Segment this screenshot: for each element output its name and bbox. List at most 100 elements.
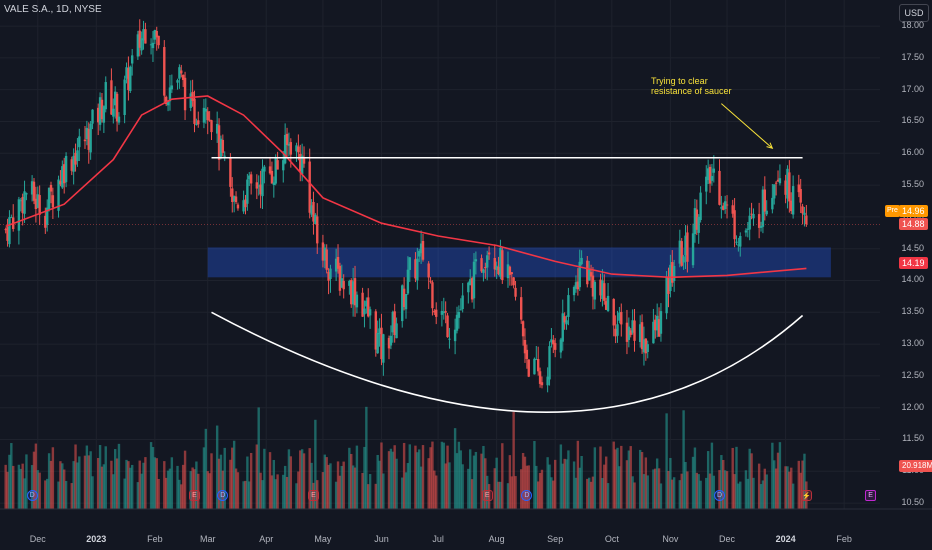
dividend-event-marker[interactable]: D [521, 490, 533, 501]
volume-bar [231, 447, 234, 509]
candle-body [19, 200, 22, 202]
candle-body [759, 226, 763, 228]
premarket-price-tag: 14.96 [899, 205, 928, 217]
volume-bar [614, 449, 617, 509]
volume-bar [672, 477, 676, 509]
candle-body [470, 278, 474, 300]
candle-body [102, 106, 106, 123]
volume-bar [340, 466, 344, 509]
volume-bar [78, 456, 81, 509]
candle-body [23, 191, 26, 214]
candle-body [316, 216, 319, 244]
price-tick-label: 15.50 [901, 179, 924, 190]
volume-bar [589, 481, 593, 509]
volume-bar [389, 448, 393, 509]
volume-bar [164, 477, 168, 509]
split-event-marker[interactable]: ⚡ [800, 490, 812, 501]
candle-body [418, 250, 421, 257]
candle-body [599, 279, 602, 296]
candle-body [580, 257, 583, 265]
candle-body [620, 311, 623, 325]
volume-bar [261, 480, 264, 509]
volume-bar [629, 446, 632, 509]
candle-body [723, 201, 727, 209]
volume-bar [525, 465, 529, 509]
candle-body [215, 123, 219, 134]
volume-bar [705, 477, 708, 509]
volume-bar [123, 478, 126, 509]
volume-bar [786, 466, 789, 509]
volume-bar [57, 481, 60, 509]
candle-body [750, 213, 753, 215]
candle-body [533, 358, 536, 375]
candle-body [706, 168, 710, 181]
volume-bar [297, 471, 300, 509]
currency-button[interactable]: USD [899, 4, 929, 22]
earnings-event-marker[interactable]: E [481, 490, 493, 501]
volume-bar [12, 465, 15, 509]
volume-bar [759, 484, 763, 509]
candle-body [189, 93, 192, 108]
volume-bar [746, 478, 750, 509]
volume-bar [561, 463, 564, 509]
candle-body [757, 214, 761, 228]
volume-bar [512, 411, 515, 509]
volume-bar [470, 479, 474, 509]
volume-bar [91, 476, 94, 509]
volume-bar [44, 480, 47, 509]
candle-body [638, 324, 642, 343]
volume-bar [453, 428, 457, 509]
candle-body [552, 340, 555, 345]
candle-body [776, 179, 780, 182]
candle-body [657, 319, 661, 337]
candle-body [444, 311, 447, 313]
volume-bar [527, 465, 530, 509]
candle-body [338, 265, 342, 291]
candle-body [763, 189, 767, 212]
earnings-event-marker[interactable]: E [189, 490, 200, 501]
candle-body [312, 201, 315, 222]
volume-bar [142, 462, 145, 509]
candle-body [786, 168, 789, 199]
volume-bar [708, 473, 712, 509]
candle-body [289, 142, 293, 155]
dividend-event-marker[interactable]: D [713, 490, 725, 501]
candle-body [287, 143, 291, 146]
volume-bar [285, 476, 289, 509]
volume-bar [63, 469, 66, 509]
volume-bar [486, 475, 489, 509]
volume-bar [744, 470, 748, 509]
symbol-title[interactable]: VALE S.A., 1D, NYSE [4, 4, 102, 15]
candle-body [487, 252, 491, 255]
candle-body [389, 335, 393, 346]
candle-body [708, 166, 712, 184]
candle-body [91, 109, 94, 124]
candle-body [710, 175, 714, 181]
volume-bar [446, 445, 449, 509]
earnings-event-marker[interactable]: E [307, 490, 319, 501]
volume-bar [788, 471, 791, 509]
candle-body [680, 241, 683, 266]
volume-bar [263, 448, 266, 509]
volume-bar [287, 449, 291, 509]
candle-body [514, 287, 517, 297]
volume-bar [723, 470, 727, 509]
volume-bar [202, 447, 206, 509]
candle-body [678, 240, 682, 264]
volume-bar [351, 465, 355, 509]
volume-bar [36, 470, 39, 509]
earnings-event-marker[interactable]: E [865, 490, 877, 501]
candle-body [183, 77, 187, 111]
dividend-event-marker[interactable]: D [217, 490, 229, 501]
volume-bar [429, 447, 432, 509]
volume-bar [606, 483, 610, 509]
dividend-event-marker[interactable]: D [26, 490, 38, 501]
candle-body [76, 150, 79, 162]
volume-bar [181, 464, 185, 509]
volume-bar [710, 442, 714, 509]
candle-body [659, 311, 663, 334]
candle-body [553, 343, 557, 350]
volume-bar [790, 467, 793, 509]
candle-body [193, 98, 196, 124]
